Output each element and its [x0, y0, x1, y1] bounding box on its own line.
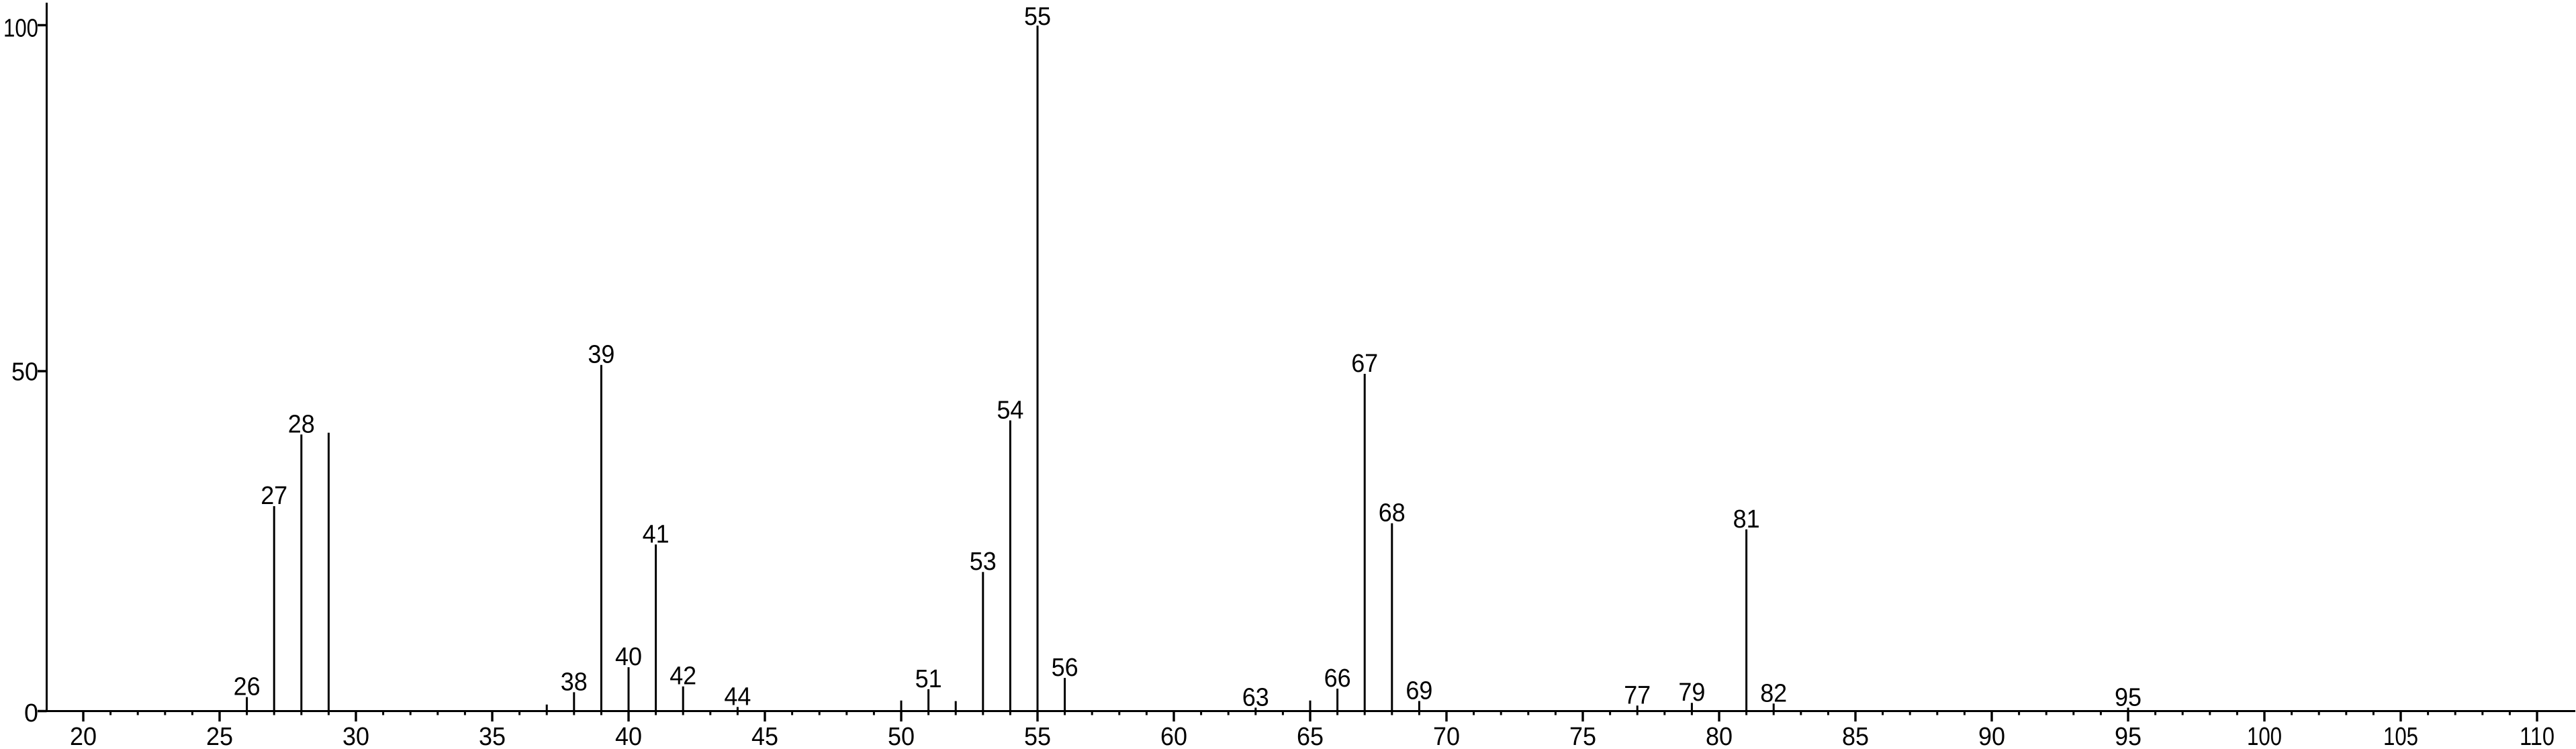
- svg-text:105: 105: [2383, 723, 2418, 749]
- svg-text:54: 54: [997, 396, 1023, 424]
- svg-text:25: 25: [206, 723, 233, 749]
- svg-text:79: 79: [1678, 679, 1705, 707]
- svg-text:100: 100: [3, 15, 38, 43]
- svg-text:20: 20: [70, 723, 97, 749]
- svg-text:110: 110: [2520, 723, 2555, 749]
- svg-text:45: 45: [751, 723, 778, 749]
- svg-text:26: 26: [234, 673, 261, 701]
- svg-text:55: 55: [1024, 3, 1051, 31]
- svg-text:41: 41: [643, 520, 670, 548]
- svg-text:65: 65: [1297, 723, 1324, 749]
- svg-text:77: 77: [1624, 681, 1651, 709]
- svg-text:60: 60: [1160, 723, 1187, 749]
- svg-text:69: 69: [1406, 677, 1432, 705]
- svg-text:90: 90: [1978, 723, 2005, 749]
- svg-text:67: 67: [1351, 350, 1378, 378]
- svg-text:82: 82: [1760, 679, 1787, 707]
- svg-text:95: 95: [2115, 723, 2142, 749]
- svg-text:70: 70: [1433, 723, 1460, 749]
- svg-text:63: 63: [1242, 683, 1269, 711]
- svg-text:51: 51: [915, 665, 942, 693]
- svg-text:44: 44: [724, 683, 751, 711]
- svg-text:50: 50: [11, 358, 38, 387]
- svg-text:38: 38: [561, 668, 588, 696]
- svg-text:68: 68: [1379, 499, 1406, 528]
- svg-text:95: 95: [2115, 683, 2142, 711]
- svg-text:75: 75: [1569, 723, 1596, 749]
- svg-text:66: 66: [1324, 664, 1351, 693]
- svg-text:100: 100: [2247, 723, 2282, 749]
- svg-text:35: 35: [479, 723, 506, 749]
- svg-text:81: 81: [1733, 505, 1760, 534]
- svg-text:30: 30: [342, 723, 369, 749]
- svg-text:80: 80: [1706, 723, 1733, 749]
- svg-text:40: 40: [615, 643, 642, 671]
- svg-text:56: 56: [1052, 654, 1078, 682]
- svg-text:50: 50: [888, 723, 915, 749]
- svg-text:53: 53: [970, 548, 997, 576]
- svg-text:39: 39: [588, 341, 614, 369]
- svg-text:28: 28: [288, 410, 315, 438]
- svg-text:42: 42: [670, 662, 696, 691]
- svg-text:0: 0: [24, 699, 38, 728]
- svg-text:55: 55: [1024, 723, 1051, 749]
- svg-text:40: 40: [615, 723, 642, 749]
- svg-text:85: 85: [1842, 723, 1869, 749]
- svg-text:27: 27: [261, 482, 287, 510]
